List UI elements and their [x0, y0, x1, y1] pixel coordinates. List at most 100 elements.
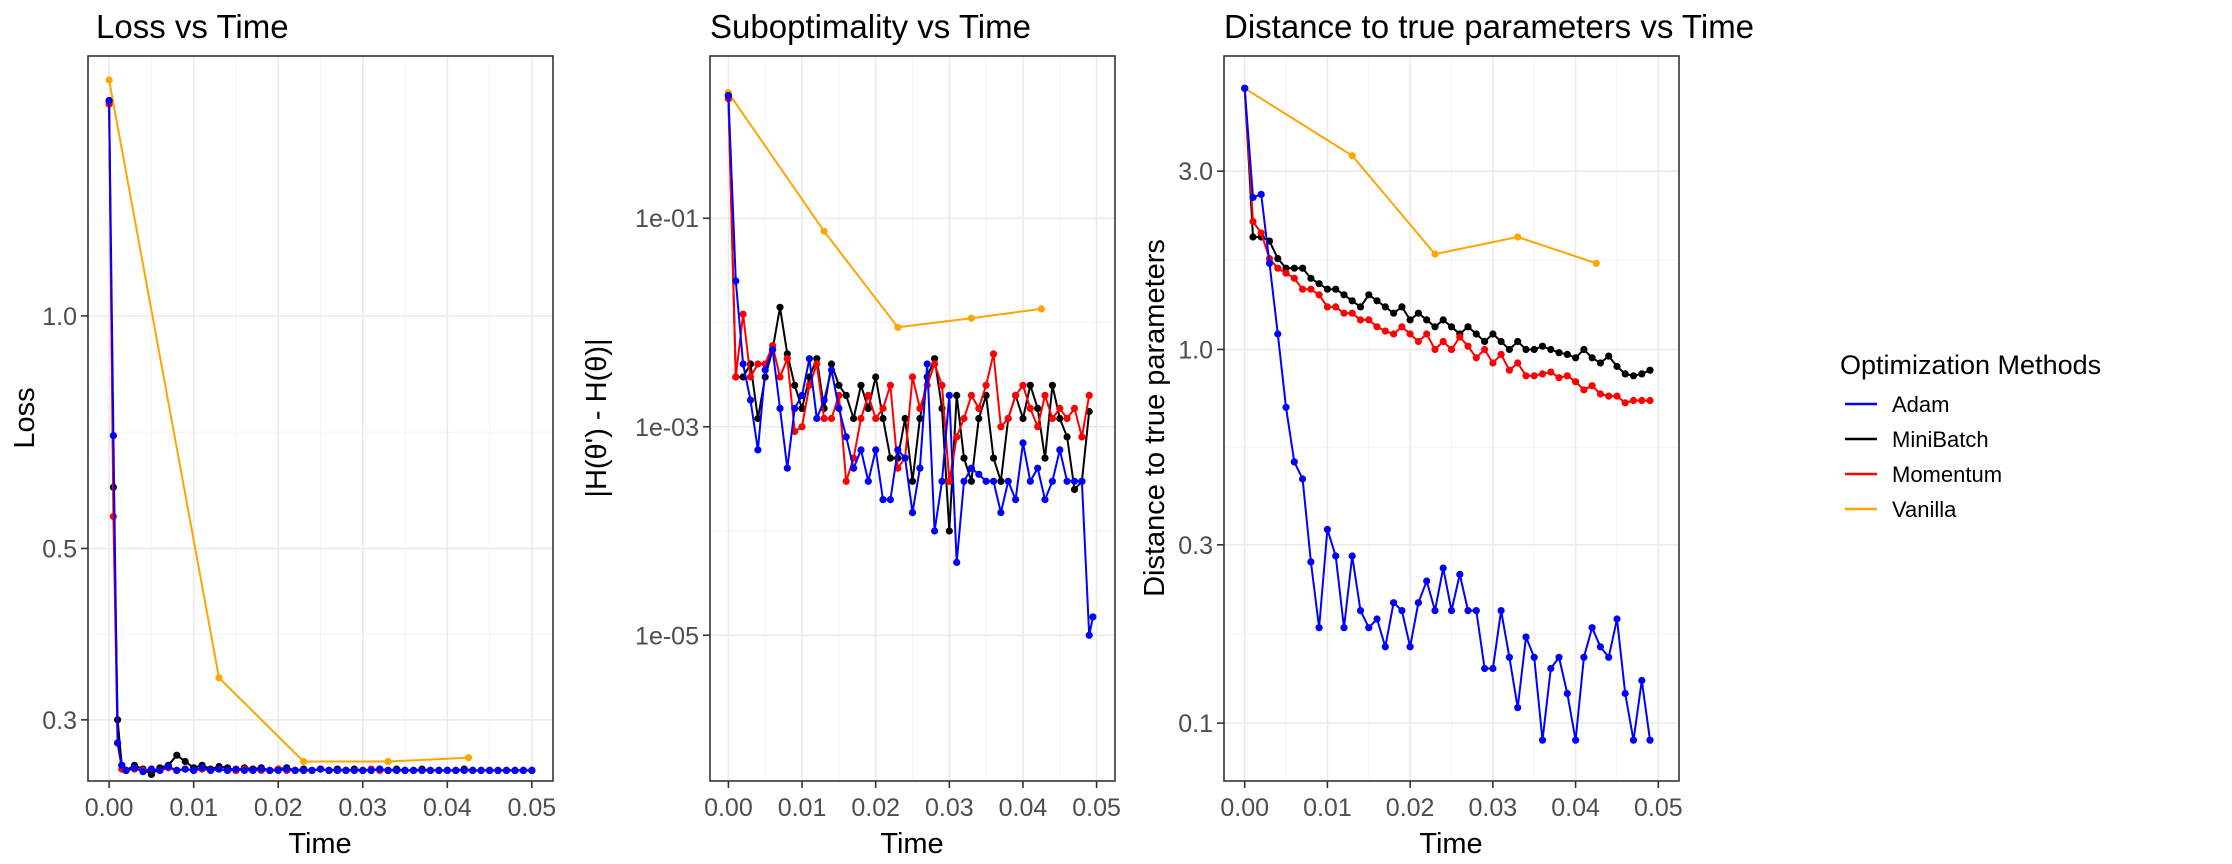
panel-loss: Loss vs Time 0.00 0.01 0.02 0.03 0.04 0.05 0.3… — [9, 8, 556, 860]
panel-loss-series — [105, 76, 536, 779]
series-point-minibatch — [850, 414, 858, 423]
series-point-adam — [1563, 689, 1571, 698]
x-tick-label: 0.03 — [1469, 794, 1518, 822]
series-point-adam — [486, 766, 494, 775]
series-point-adam — [409, 766, 418, 775]
series-point-adam — [938, 477, 946, 485]
x-tick-label: 0.00 — [85, 794, 134, 822]
panel-suboptimality-xlabel: Time — [880, 828, 943, 860]
series-point-adam — [1332, 552, 1340, 560]
series-point-momentum — [908, 373, 917, 381]
series-point-adam — [1048, 477, 1056, 485]
series-point-minibatch — [901, 414, 909, 423]
series-point-adam — [469, 766, 477, 775]
series-point-minibatch — [1332, 285, 1340, 293]
series-point-adam — [857, 446, 865, 454]
series-point-adam — [164, 763, 172, 771]
x-tick-label: 0.00 — [704, 794, 753, 822]
series-point-momentum — [1348, 309, 1356, 317]
series-point-momentum — [1555, 374, 1563, 382]
series-point-adam — [798, 391, 806, 399]
series-point-momentum — [1340, 309, 1348, 317]
series-point-adam — [367, 766, 375, 775]
series-point-vanilla — [1348, 152, 1356, 160]
y-tick-label: 1.0 — [42, 303, 77, 331]
series-point-minibatch — [1406, 316, 1414, 324]
series-point-adam — [1249, 193, 1257, 202]
series-point-minibatch — [1522, 345, 1530, 354]
x-tick-label: 0.01 — [778, 794, 827, 822]
series-point-momentum — [960, 414, 968, 423]
series-point-minibatch — [1390, 309, 1398, 317]
series-point-adam — [1356, 607, 1365, 615]
series-point-momentum — [842, 477, 850, 485]
series-adam — [105, 97, 536, 776]
series-point-adam — [1070, 477, 1079, 485]
series-point-adam — [274, 766, 282, 775]
series-point-momentum — [864, 391, 872, 399]
series-point-momentum — [1373, 323, 1381, 331]
series-point-adam — [739, 360, 747, 368]
series-point-minibatch — [1439, 316, 1447, 324]
series-point-minibatch — [1274, 255, 1282, 263]
series-point-adam — [945, 391, 953, 399]
series-point-minibatch — [1605, 352, 1613, 360]
panel-suboptimality-ylabel: |H(θ') - H(θ)| — [581, 338, 613, 497]
series-point-adam — [1063, 477, 1071, 485]
series-point-adam — [181, 765, 189, 773]
x-tick-label: 0.05 — [508, 794, 557, 822]
panel-suboptimality: Suboptimality vs Time 0.00 0.01 0.02 0.03 0.… — [581, 8, 1121, 860]
x-tick-label: 0.02 — [254, 794, 303, 822]
series-point-vanilla — [820, 227, 828, 235]
series-point-momentum — [872, 414, 880, 423]
series-point-momentum — [1638, 396, 1646, 405]
series-point-minibatch — [1572, 354, 1580, 362]
series-point-adam — [316, 765, 325, 773]
series-point-minibatch — [1299, 264, 1307, 272]
series-point-momentum — [820, 414, 828, 423]
panel-suboptimality-series — [724, 89, 1097, 639]
series-point-momentum — [739, 310, 747, 318]
series-point-minibatch — [827, 360, 836, 368]
series-point-momentum — [1514, 359, 1522, 367]
series-point-momentum — [938, 381, 946, 389]
panel-loss-xlabel: Time — [288, 828, 351, 860]
series-point-minibatch — [1307, 274, 1315, 282]
y-tick-label: 1e-03 — [635, 414, 699, 442]
series-point-adam — [1572, 736, 1580, 744]
series-point-momentum — [109, 512, 117, 521]
series-point-momentum — [1530, 372, 1538, 380]
legend-label-vanilla: Vanilla — [1892, 497, 1957, 522]
series-adam — [1241, 84, 1654, 744]
series-point-adam — [393, 766, 401, 775]
series-point-minibatch — [181, 757, 189, 766]
series-point-adam — [333, 766, 341, 775]
series-point-minibatch — [1489, 330, 1497, 338]
series-point-adam — [139, 768, 147, 776]
series-point-vanilla — [215, 674, 223, 682]
series-point-adam — [190, 766, 198, 775]
series-point-adam — [283, 765, 291, 773]
series-point-minibatch — [1323, 285, 1331, 293]
series-point-minibatch — [1596, 359, 1604, 367]
series-point-adam — [1004, 477, 1012, 485]
series-point-adam — [1629, 736, 1638, 744]
series-point-adam — [460, 766, 468, 775]
series-point-adam — [1257, 190, 1265, 198]
series-point-momentum — [1431, 345, 1439, 354]
series-point-vanilla — [967, 314, 976, 322]
series-point-adam — [494, 766, 502, 775]
legend: Optimization Methods Adam MiniBatch Mome… — [1840, 350, 2101, 522]
series-point-adam — [109, 432, 117, 440]
series-point-momentum — [989, 350, 998, 358]
series-point-adam — [266, 766, 274, 775]
series-point-momentum — [783, 355, 791, 363]
series-point-minibatch — [1034, 404, 1042, 412]
series-point-momentum — [967, 391, 976, 399]
series-point-adam — [300, 766, 308, 775]
series-point-adam — [502, 766, 511, 775]
x-tick-label: 0.02 — [1386, 794, 1435, 822]
series-point-minibatch — [1530, 345, 1538, 354]
x-tick-label: 0.03 — [925, 794, 974, 822]
series-point-adam — [1274, 330, 1282, 338]
